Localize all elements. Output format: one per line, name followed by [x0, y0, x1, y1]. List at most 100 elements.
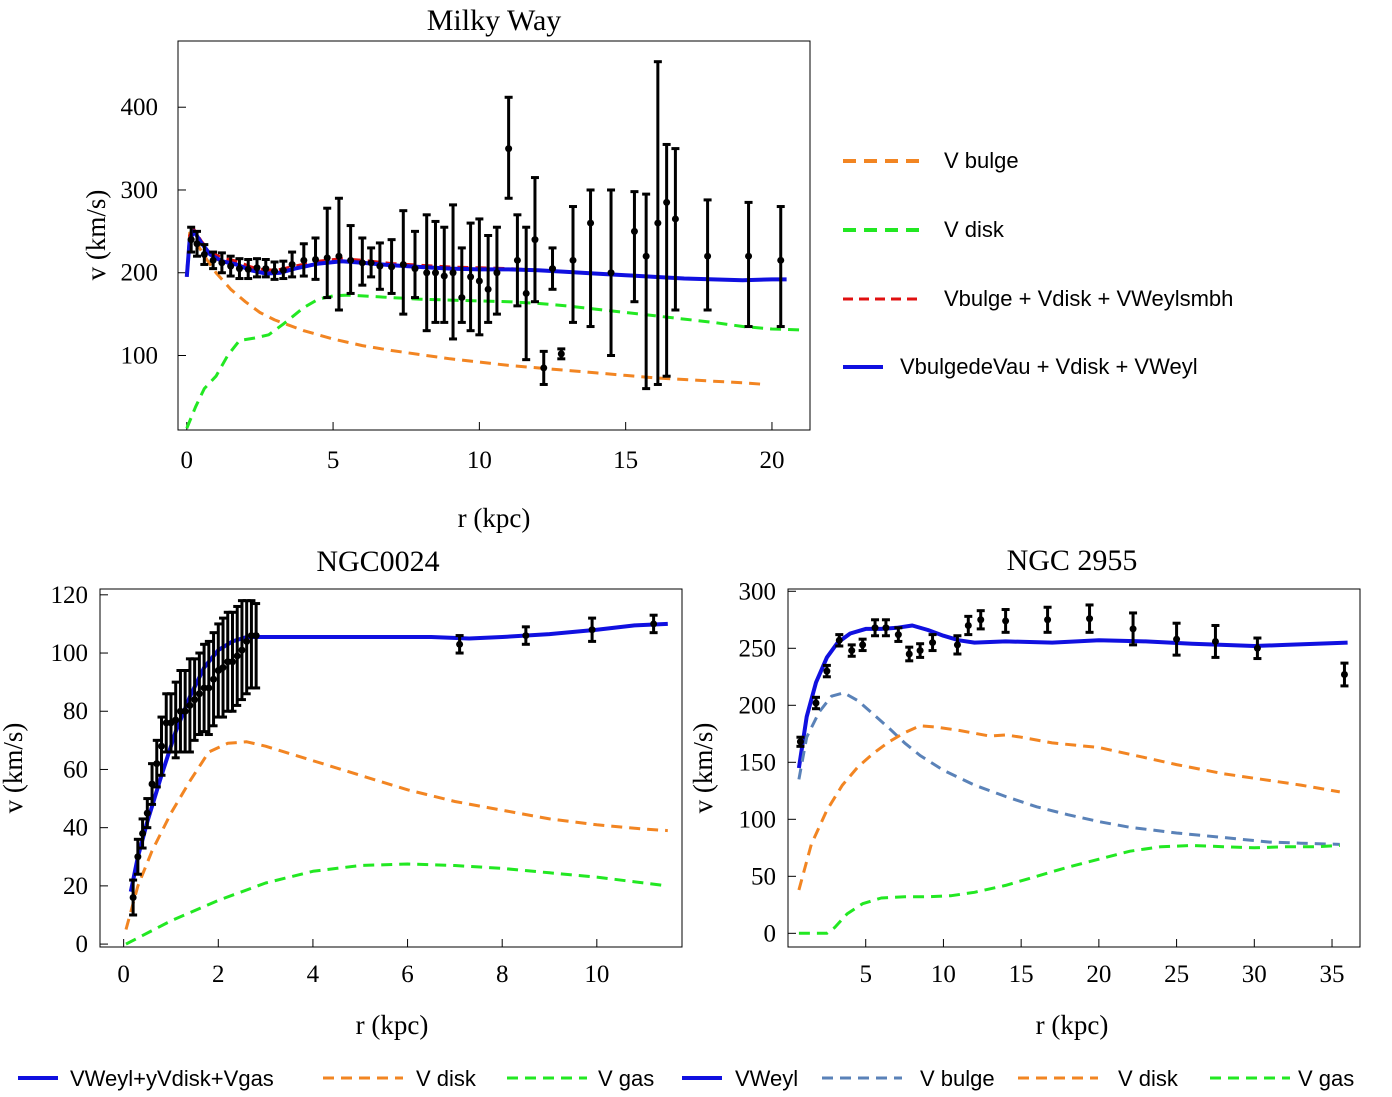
- x-tick-label: 25: [1164, 961, 1189, 988]
- data-point: [209, 256, 217, 264]
- legend-label: V disk: [944, 217, 1005, 242]
- data-point: [312, 256, 320, 264]
- data-point: [227, 262, 235, 270]
- axis-ticks: 5 10 15 20 25 30 35 0 50 100 150 200 250 300: [739, 578, 1345, 988]
- y-tick-label: 40: [63, 815, 88, 842]
- data-point: [929, 639, 937, 647]
- x-tick-label: 20: [1086, 961, 1111, 988]
- x-tick-label: 10: [467, 447, 492, 474]
- data-point: [467, 273, 475, 281]
- legend-label: V disk: [416, 1066, 477, 1091]
- data-point: [191, 696, 199, 704]
- y-tick-label: 300: [739, 578, 777, 605]
- x-tick-label: 5: [859, 961, 872, 988]
- plot-frame: [99, 588, 683, 948]
- y-tick-label: 20: [63, 873, 88, 900]
- data-point: [134, 853, 142, 861]
- legend-label: V bulge: [944, 148, 1019, 173]
- data-point: [475, 277, 483, 285]
- data-point: [458, 294, 466, 302]
- x-tick-label: 2: [212, 961, 225, 988]
- series-group: [124, 621, 668, 946]
- data-point: [1044, 616, 1052, 624]
- data-point: [367, 259, 375, 267]
- data-point: [252, 632, 260, 640]
- data-point: [186, 701, 194, 709]
- x-tick-label: 8: [496, 961, 509, 988]
- data-point: [440, 272, 448, 280]
- data-point: [588, 626, 596, 634]
- data-point: [335, 252, 343, 260]
- data-point: [139, 829, 147, 837]
- legend-label: Vbulge + Vdisk + VWeylsmbh: [944, 286, 1233, 311]
- data-point: [953, 641, 961, 649]
- data-point: [205, 684, 213, 692]
- chart-title: NGC 2955: [1007, 544, 1138, 577]
- x-axis-label: r (kpc): [356, 1010, 429, 1040]
- data-point: [172, 716, 180, 724]
- data-point: [812, 699, 820, 707]
- plot-frame: [177, 40, 811, 431]
- data-point: [158, 742, 166, 750]
- data-point: [777, 256, 785, 264]
- series-line: [797, 691, 1340, 846]
- data-point: [650, 620, 658, 628]
- series-line: [124, 740, 668, 930]
- y-tick-label: 80: [63, 698, 88, 725]
- data-point: [493, 269, 501, 277]
- data-point: [848, 647, 856, 655]
- y-tick-label: 0: [764, 920, 777, 947]
- x-tick-label: 10: [931, 961, 956, 988]
- data-point: [1211, 637, 1219, 645]
- data-point: [964, 621, 972, 629]
- data-points: [187, 60, 785, 391]
- x-tick-label: 0: [117, 961, 130, 988]
- legend-bottom: VWeyl+yVdisk+Vgas V disk V gas VWeyl V b…: [18, 1066, 1354, 1091]
- data-point: [1129, 625, 1137, 633]
- legend-label: V bulge: [920, 1066, 995, 1091]
- data-point: [484, 285, 492, 293]
- chart-milky-way: Milky Way 0 5 10 15 20 100 200 300 400 r (kpc) v…: [81, 4, 811, 533]
- data-point: [244, 265, 252, 273]
- data-point: [823, 667, 831, 675]
- data-point: [210, 675, 218, 683]
- data-point: [882, 624, 890, 632]
- data-point: [253, 264, 261, 272]
- data-point: [243, 637, 251, 645]
- y-tick-label: 200: [739, 692, 777, 719]
- data-point: [835, 636, 843, 644]
- y-axis-label: v (km/s): [688, 723, 718, 814]
- legend-label: V gas: [1298, 1066, 1354, 1091]
- data-point: [1173, 635, 1181, 643]
- data-point: [1340, 671, 1348, 679]
- x-tick-label: 20: [759, 447, 784, 474]
- data-point: [195, 690, 203, 698]
- data-point: [569, 256, 577, 264]
- x-tick-label: 5: [327, 447, 340, 474]
- series-line: [797, 724, 1341, 891]
- data-point: [671, 215, 679, 223]
- data-point: [704, 252, 712, 260]
- x-tick-label: 15: [1009, 961, 1034, 988]
- x-axis-label: r (kpc): [458, 503, 531, 533]
- data-point: [288, 260, 296, 268]
- data-point: [219, 664, 227, 672]
- data-point: [522, 632, 530, 640]
- y-tick-label: 300: [121, 177, 159, 204]
- data-point: [376, 262, 384, 270]
- x-tick-label: 4: [307, 961, 320, 988]
- data-point: [1086, 615, 1094, 623]
- data-point: [388, 263, 396, 271]
- series-group: [796, 623, 1348, 935]
- data-point: [557, 350, 565, 358]
- data-point: [218, 259, 226, 267]
- legend-label: V gas: [598, 1066, 654, 1091]
- data-point: [456, 640, 464, 648]
- data-point: [271, 267, 279, 275]
- data-points: [796, 603, 1349, 748]
- y-tick-label: 100: [739, 806, 777, 833]
- data-point: [894, 631, 902, 639]
- data-point: [549, 265, 557, 273]
- axis-ticks: 0 5 10 15 20 100 200 300 400: [121, 94, 785, 474]
